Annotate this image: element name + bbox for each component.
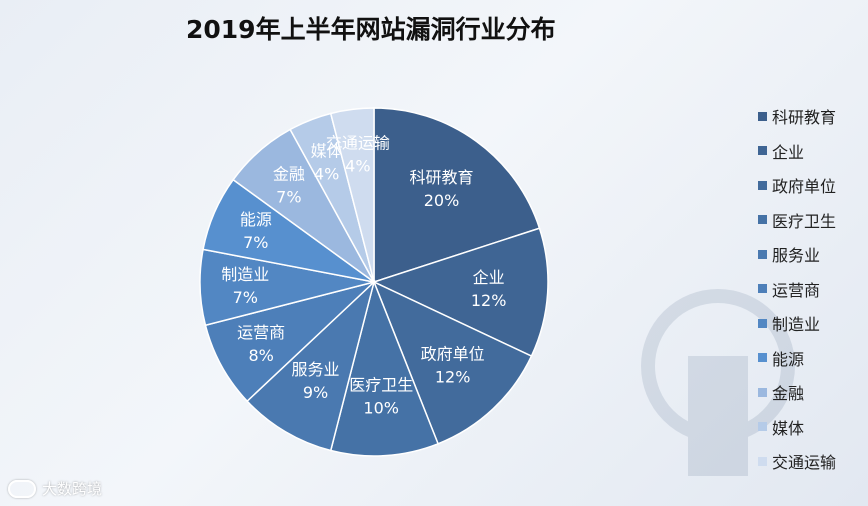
pie-slice-2 (372, 280, 533, 445)
slice-value-label-2: 12% (435, 368, 471, 387)
legend-label: 媒体 (772, 418, 805, 438)
pie-labels: 科研教育 20% 企业 12% 政府单位 12% 医疗卫生 10% 服务业 9% 运营商 8% 制造业 7… (221, 133, 506, 417)
legend-item: 金融 (758, 375, 868, 410)
slice-value-label-6: 7% (233, 288, 258, 307)
legend-label: 交通运输 (772, 453, 837, 473)
legend-label: 医疗卫生 (772, 211, 837, 231)
legend-swatch (758, 353, 767, 363)
legend-item: 制造业 (758, 306, 868, 341)
watermark: 大数跨境 (8, 478, 102, 499)
background-lock-decoration (641, 289, 795, 476)
legend-label: 能源 (772, 349, 805, 369)
legend-label: 服务业 (772, 246, 821, 266)
legend-swatch (758, 180, 767, 190)
legend-item: 医疗卫生 (758, 203, 868, 238)
legend-item: 企业 (758, 134, 868, 169)
pie-slice-3 (329, 279, 440, 457)
pie-slice-1 (371, 227, 549, 358)
slice-value-label-10: 4% (345, 156, 370, 175)
legend-swatch (758, 249, 767, 259)
legend-swatch (758, 284, 767, 294)
legend-item: 科研教育 (758, 99, 868, 134)
slice-category-label-8: 金融 (273, 164, 305, 183)
legend-swatch (758, 146, 767, 156)
slice-category-label-3: 医疗卫生 (349, 376, 413, 395)
slice-value-label-4: 9% (303, 383, 328, 402)
slice-category-label-0: 科研教育 (409, 168, 473, 187)
slice-value-label-5: 8% (248, 346, 273, 365)
slice-value-label-7: 7% (243, 233, 268, 252)
slice-category-label-2: 政府单位 (421, 345, 485, 364)
legend-swatch (758, 456, 767, 466)
pie-slices (199, 107, 549, 457)
slice-category-label-4: 服务业 (292, 360, 340, 379)
legend-label: 制造业 (772, 315, 821, 335)
legend-swatch (758, 422, 767, 432)
legend-label: 企业 (772, 142, 805, 162)
slice-value-label-9: 4% (314, 164, 339, 183)
legend-swatch (758, 215, 767, 225)
pie-slice-0 (373, 107, 541, 284)
legend-label: 运营商 (772, 280, 821, 300)
legend-item: 交通运输 (758, 444, 868, 479)
chart-title: 2019年上半年网站漏洞行业分布 (186, 15, 556, 44)
watermark-text: 大数跨境 (42, 480, 103, 498)
slice-category-label-7: 能源 (240, 210, 272, 229)
chart-legend: 科研教育企业政府单位医疗卫生服务业运营商制造业能源金融媒体交通运输 (758, 99, 868, 479)
legend-swatch (758, 318, 767, 328)
legend-label: 科研教育 (772, 108, 837, 128)
slice-category-label-5: 运营商 (237, 323, 285, 342)
watermark-logo-icon (8, 479, 36, 498)
slice-category-label-9: 媒体 (311, 141, 343, 160)
pie-slice-10 (329, 107, 375, 283)
slice-value-label-8: 7% (276, 187, 301, 206)
slice-category-label-10: 交通运输 (326, 133, 390, 152)
legend-item: 政府单位 (758, 168, 868, 203)
pie-slice-4 (246, 279, 376, 452)
slice-value-label-3: 10% (363, 399, 399, 418)
slice-category-label-6: 制造业 (221, 265, 269, 284)
legend-item: 能源 (758, 341, 868, 376)
slice-value-label-1: 12% (471, 291, 507, 310)
legend-swatch (758, 387, 767, 397)
legend-label: 金融 (772, 384, 805, 404)
slice-category-label-1: 企业 (473, 268, 505, 287)
legend-label: 政府单位 (772, 177, 837, 197)
legend-item: 媒体 (758, 410, 868, 445)
legend-item: 服务业 (758, 237, 868, 272)
legend-item: 运营商 (758, 272, 868, 307)
slice-value-label-0: 20% (424, 191, 460, 210)
legend-swatch (758, 111, 767, 121)
